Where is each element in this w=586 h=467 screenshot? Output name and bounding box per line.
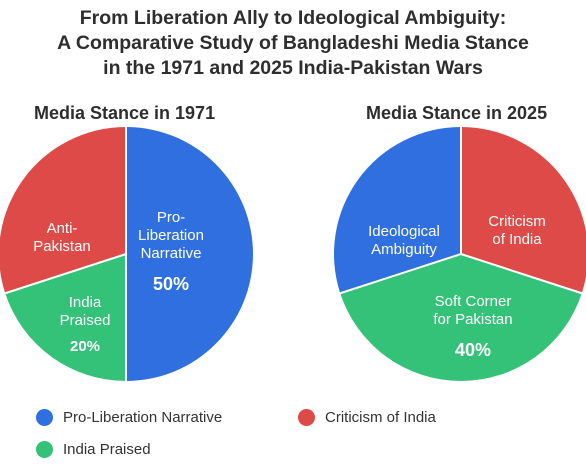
pie-slice-criticism-of-india [461,127,586,294]
slice-separator [339,253,462,295]
legend-item-criticism-of-india: Criticism of India [298,409,436,426]
slice-label: Pro- [157,209,185,226]
slice-label: Soft Corner [435,293,512,310]
slice-label: Anti- [47,220,78,237]
slice-label: of India [492,231,542,248]
slice-label: Narrative [141,245,202,262]
pie-2025-title: Media Stance in 2025 [366,103,548,123]
slice-separator [460,253,583,295]
title-line-3: in the 1971 and 2025 India-Pakistan Wars [103,57,483,79]
legend-label: Pro-Liberation Narrative [63,409,223,426]
slice-percent-label: 50% [153,274,189,294]
pie-slice-anti-pakistan [0,127,126,294]
legend-swatch-blue [36,409,53,426]
pie-slice-soft-corner-for-pakistan [340,254,582,382]
slice-percent-label: 20% [70,338,100,355]
pie-slice-ideological-ambiguity [334,127,461,294]
legend-label: India Praised [63,441,151,458]
slice-label: Criticism [488,213,546,230]
legend-swatch-green [36,441,53,458]
legend-item-india-praised: India Praised [36,441,151,458]
title-line-2: A Comparative Study of Bangladeshi Media… [57,32,529,54]
slice-label: Liberation [138,227,204,244]
legend-swatch-red [298,409,315,426]
slice-separator [4,253,127,295]
slice-percent-label: 40% [455,340,491,360]
title-line-1: From Liberation Ally to Ideological Ambi… [79,7,507,29]
slice-label: Ideological [368,223,440,240]
pie-1971-title: Media Stance in 1971 [34,103,216,123]
pie-slice-pro-liberation-narrative [126,127,253,381]
chart-title: From Liberation Ally to Ideological Ambi… [0,6,586,81]
slice-label: for Pakistan [433,311,512,328]
slice-label: Ambiguity [371,241,437,258]
slice-label: Praised [60,312,111,329]
legend-item-pro-liberation: Pro-Liberation Narrative [36,409,222,426]
legend-label: Criticism of India [325,409,436,426]
slice-label: Pakistan [33,238,91,255]
pie-slice-india-praised [5,254,127,381]
slice-label: India [69,294,102,311]
